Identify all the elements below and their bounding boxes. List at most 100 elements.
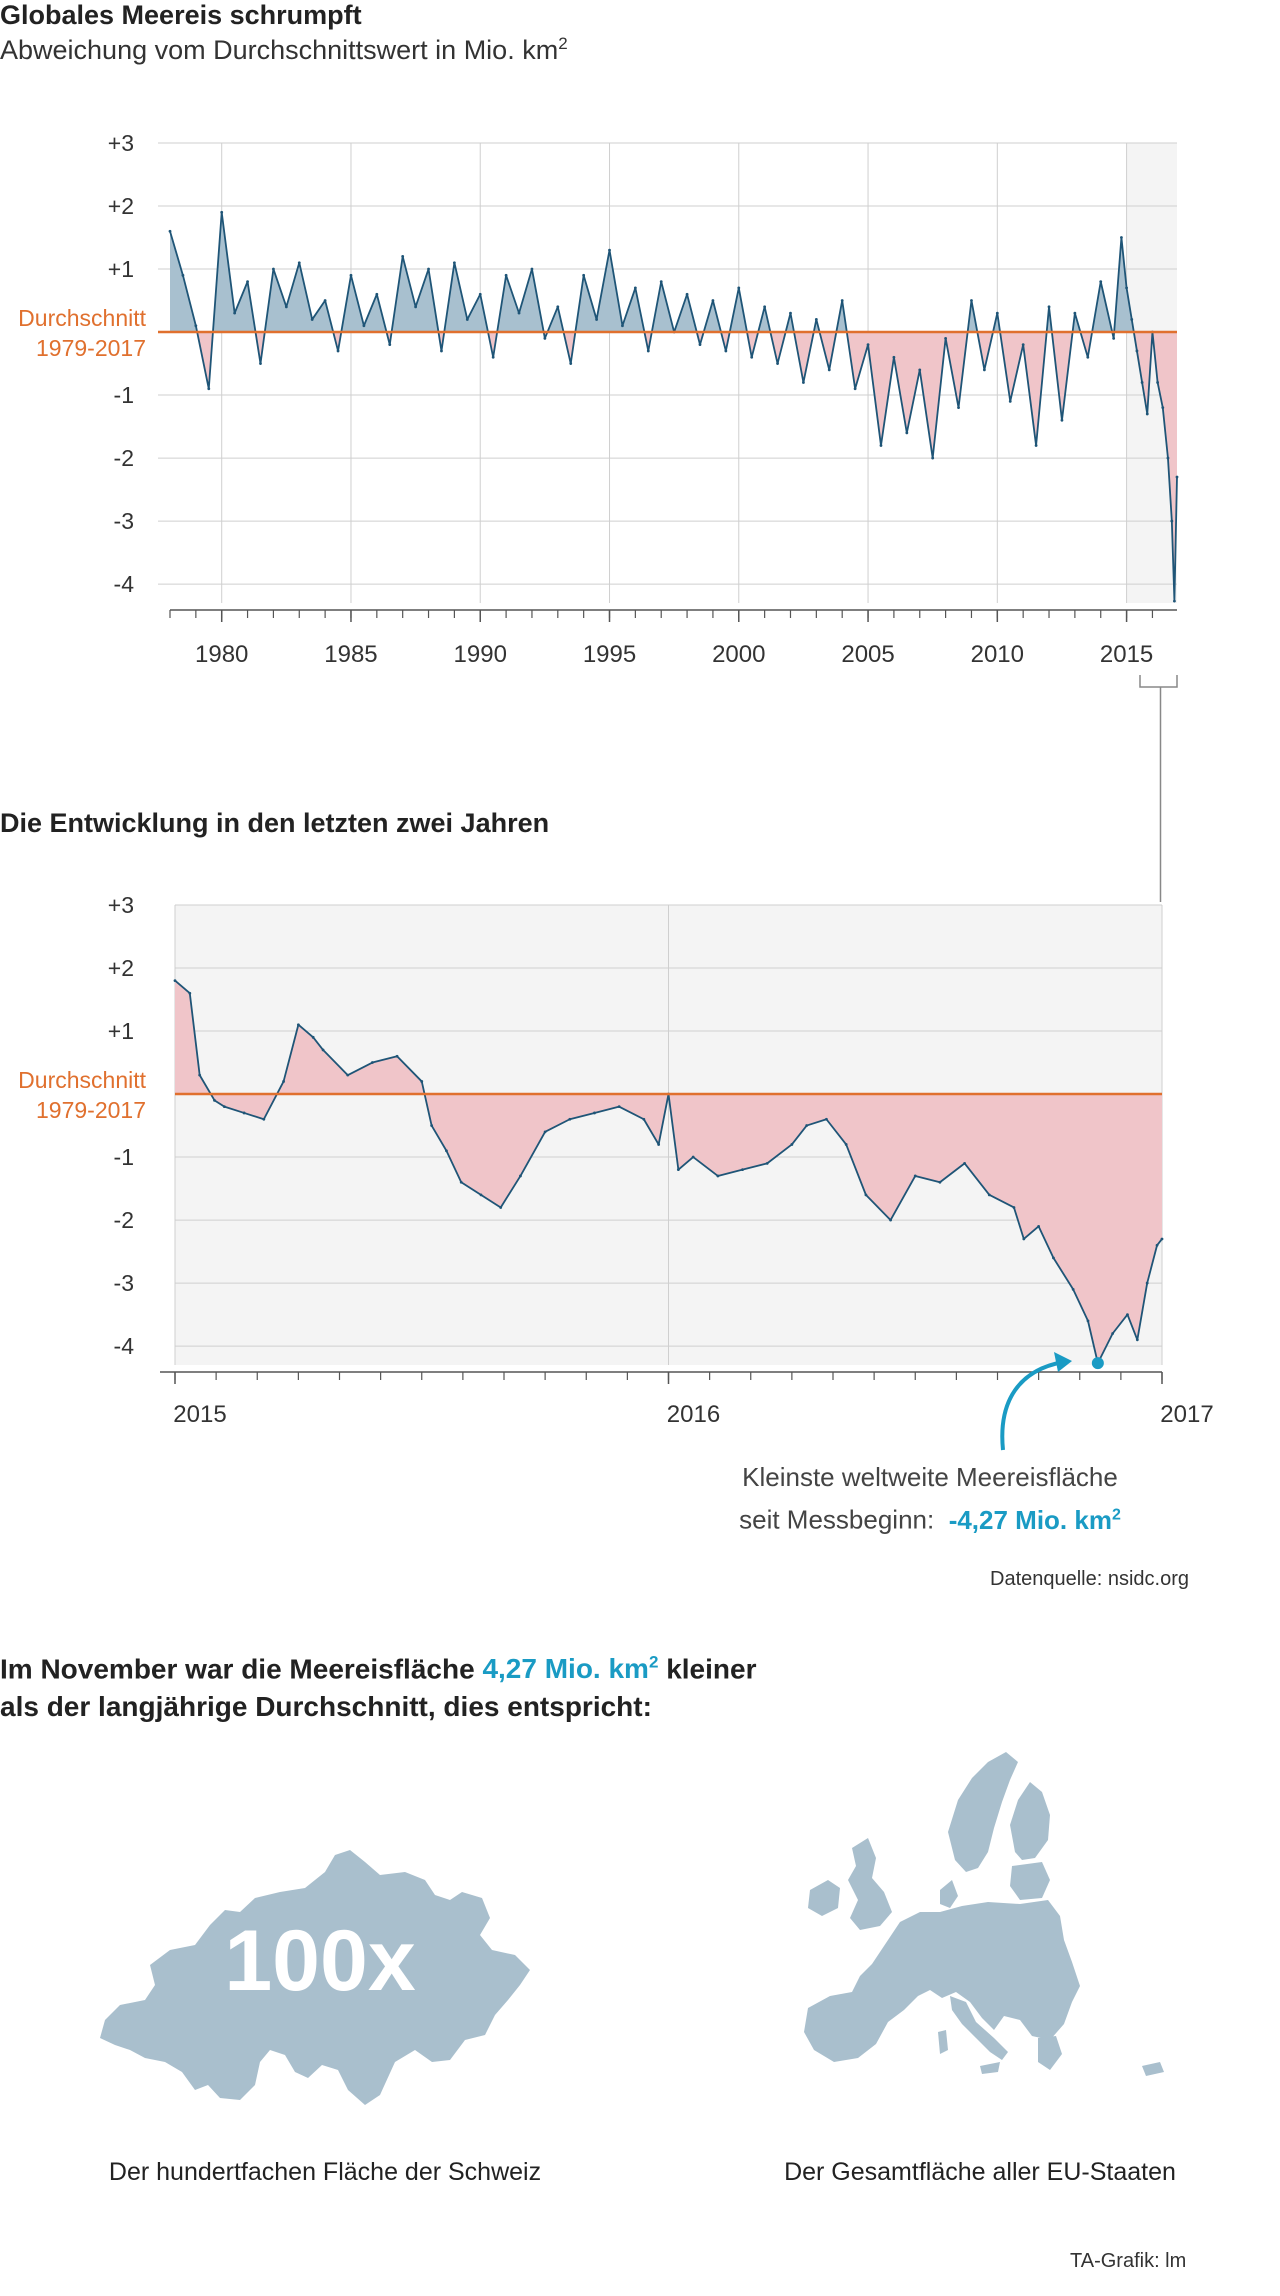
c1-data-point xyxy=(1140,381,1144,384)
c1-area-above-average xyxy=(170,212,1177,333)
c1-ytick-label: +2 xyxy=(108,193,134,219)
c1-data-point xyxy=(530,267,534,271)
c1-data-point xyxy=(504,273,508,277)
record-annotation: Kleinste weltweite Meereisfläche seit Me… xyxy=(739,1462,1121,1535)
c2-data-point xyxy=(1022,1237,1026,1241)
c2-data-point xyxy=(1086,1319,1090,1323)
c2-data-point xyxy=(642,1117,646,1121)
c1-data-point xyxy=(1170,519,1174,523)
c1-data-point xyxy=(310,318,314,321)
c2-data-point xyxy=(805,1124,809,1127)
c1-data-point xyxy=(233,311,237,315)
eu-map-sicily xyxy=(980,2062,1000,2074)
c2-data-point xyxy=(593,1111,596,1115)
c1-data-point xyxy=(168,229,172,233)
c2-data-point xyxy=(1145,1281,1149,1285)
c1-data-point xyxy=(1060,418,1064,422)
c2-data-point xyxy=(282,1080,285,1083)
c2-ytick-label: -4 xyxy=(114,1333,135,1359)
c1-data-point xyxy=(840,299,844,302)
c1-data-point xyxy=(414,305,418,309)
c2-data-point xyxy=(1111,1332,1115,1335)
c2-data-point xyxy=(222,1105,226,1109)
c1-ytick-label: -4 xyxy=(114,571,135,597)
c2-data-point xyxy=(1052,1256,1055,1260)
c1-data-point xyxy=(646,349,650,353)
c2-data-point xyxy=(519,1174,522,1178)
minimum-arrowhead xyxy=(1054,1352,1072,1372)
c2-data-point xyxy=(543,1130,547,1134)
c2-data-point xyxy=(1126,1313,1129,1316)
c1-xtick-label: 2015 xyxy=(1100,641,1153,668)
c1-data-point xyxy=(827,368,831,372)
c1-data-point xyxy=(879,444,883,447)
switzerland-map: 100x xyxy=(100,1850,530,2105)
c1-data-point xyxy=(1125,286,1128,290)
c1-data-point xyxy=(1130,318,1134,321)
c1-ytick-label: -1 xyxy=(114,382,134,408)
c1-data-point xyxy=(685,292,689,296)
c1-data-point xyxy=(427,267,430,271)
c1-data-point xyxy=(272,267,275,271)
c1-data-point xyxy=(659,280,663,284)
c2-data-point xyxy=(938,1180,942,1184)
c2-data-point xyxy=(963,1161,966,1165)
c1-data-point xyxy=(776,362,779,365)
c1-data-point xyxy=(207,387,211,391)
c2-average-label-years: 1979-2017 xyxy=(36,1097,146,1123)
c2-data-point xyxy=(346,1073,350,1077)
c2-data-point xyxy=(420,1080,424,1083)
c1-data-point xyxy=(763,305,767,309)
c2-data-point xyxy=(1135,1338,1139,1342)
eu-map-baltics xyxy=(1010,1862,1050,1900)
c1-data-point xyxy=(724,349,728,353)
c1-data-point xyxy=(297,261,301,265)
c2-data-point xyxy=(213,1098,216,1102)
c1-data-point xyxy=(1173,599,1176,603)
chart-title: Globales Meereis schrumpft xyxy=(0,0,362,30)
switzerland-shape xyxy=(100,1850,530,2105)
c2-ytick-label: +2 xyxy=(108,955,134,981)
c1-data-point xyxy=(1120,236,1123,239)
c1-data-point xyxy=(918,368,922,372)
eu-map-sardinia xyxy=(938,2030,948,2054)
c1-data-point xyxy=(814,318,818,321)
c2-data-point xyxy=(716,1174,720,1178)
eu-map-ireland xyxy=(808,1880,840,1916)
c1-data-point xyxy=(1112,336,1116,340)
c1-data-point xyxy=(633,286,637,290)
c1-data-point xyxy=(957,406,960,410)
c2-data-point xyxy=(445,1149,448,1153)
c1-data-point xyxy=(259,362,262,365)
c2-data-point xyxy=(617,1105,621,1109)
c1-data-point xyxy=(220,210,224,214)
c1-data-point xyxy=(1047,305,1051,309)
c1-data-point xyxy=(401,255,405,258)
eu-map-cyprus xyxy=(1142,2062,1164,2076)
c2-data-point xyxy=(311,1035,315,1039)
data-source: Datenquelle: nsidc.org xyxy=(990,1568,1190,1590)
c2-data-point xyxy=(741,1168,744,1172)
c2-data-point xyxy=(889,1218,892,1222)
c1-data-point xyxy=(465,318,469,321)
c1-xtick-label: 2010 xyxy=(971,641,1024,668)
c1-data-point xyxy=(1166,456,1170,460)
c2-data-point xyxy=(321,1048,325,1052)
c2-ytick-label: -3 xyxy=(114,1270,134,1296)
c2-data-point xyxy=(765,1161,769,1165)
zoom-bracket xyxy=(1139,675,1178,688)
c1-data-point xyxy=(905,431,909,435)
c1-xtick-label: 1980 xyxy=(195,641,248,668)
c2-data-point xyxy=(499,1206,503,1209)
eu-map-finland xyxy=(1010,1782,1050,1860)
c1-data-point xyxy=(1135,349,1139,353)
c1-data-point xyxy=(517,311,521,315)
c1-data-point xyxy=(595,318,598,321)
c1-data-point xyxy=(440,349,443,353)
eu-map-scandinavia xyxy=(948,1752,1018,1872)
c1-data-point xyxy=(1175,475,1179,479)
c2-data-point xyxy=(844,1143,848,1146)
c1-data-point xyxy=(284,305,288,309)
c1-average-label-years: 1979-2017 xyxy=(36,335,146,361)
two-year-chart: +3 +2 +1 -1 -2 -3 -4 2015 2016 2017 Durchschnitt 19… xyxy=(18,675,1214,1451)
